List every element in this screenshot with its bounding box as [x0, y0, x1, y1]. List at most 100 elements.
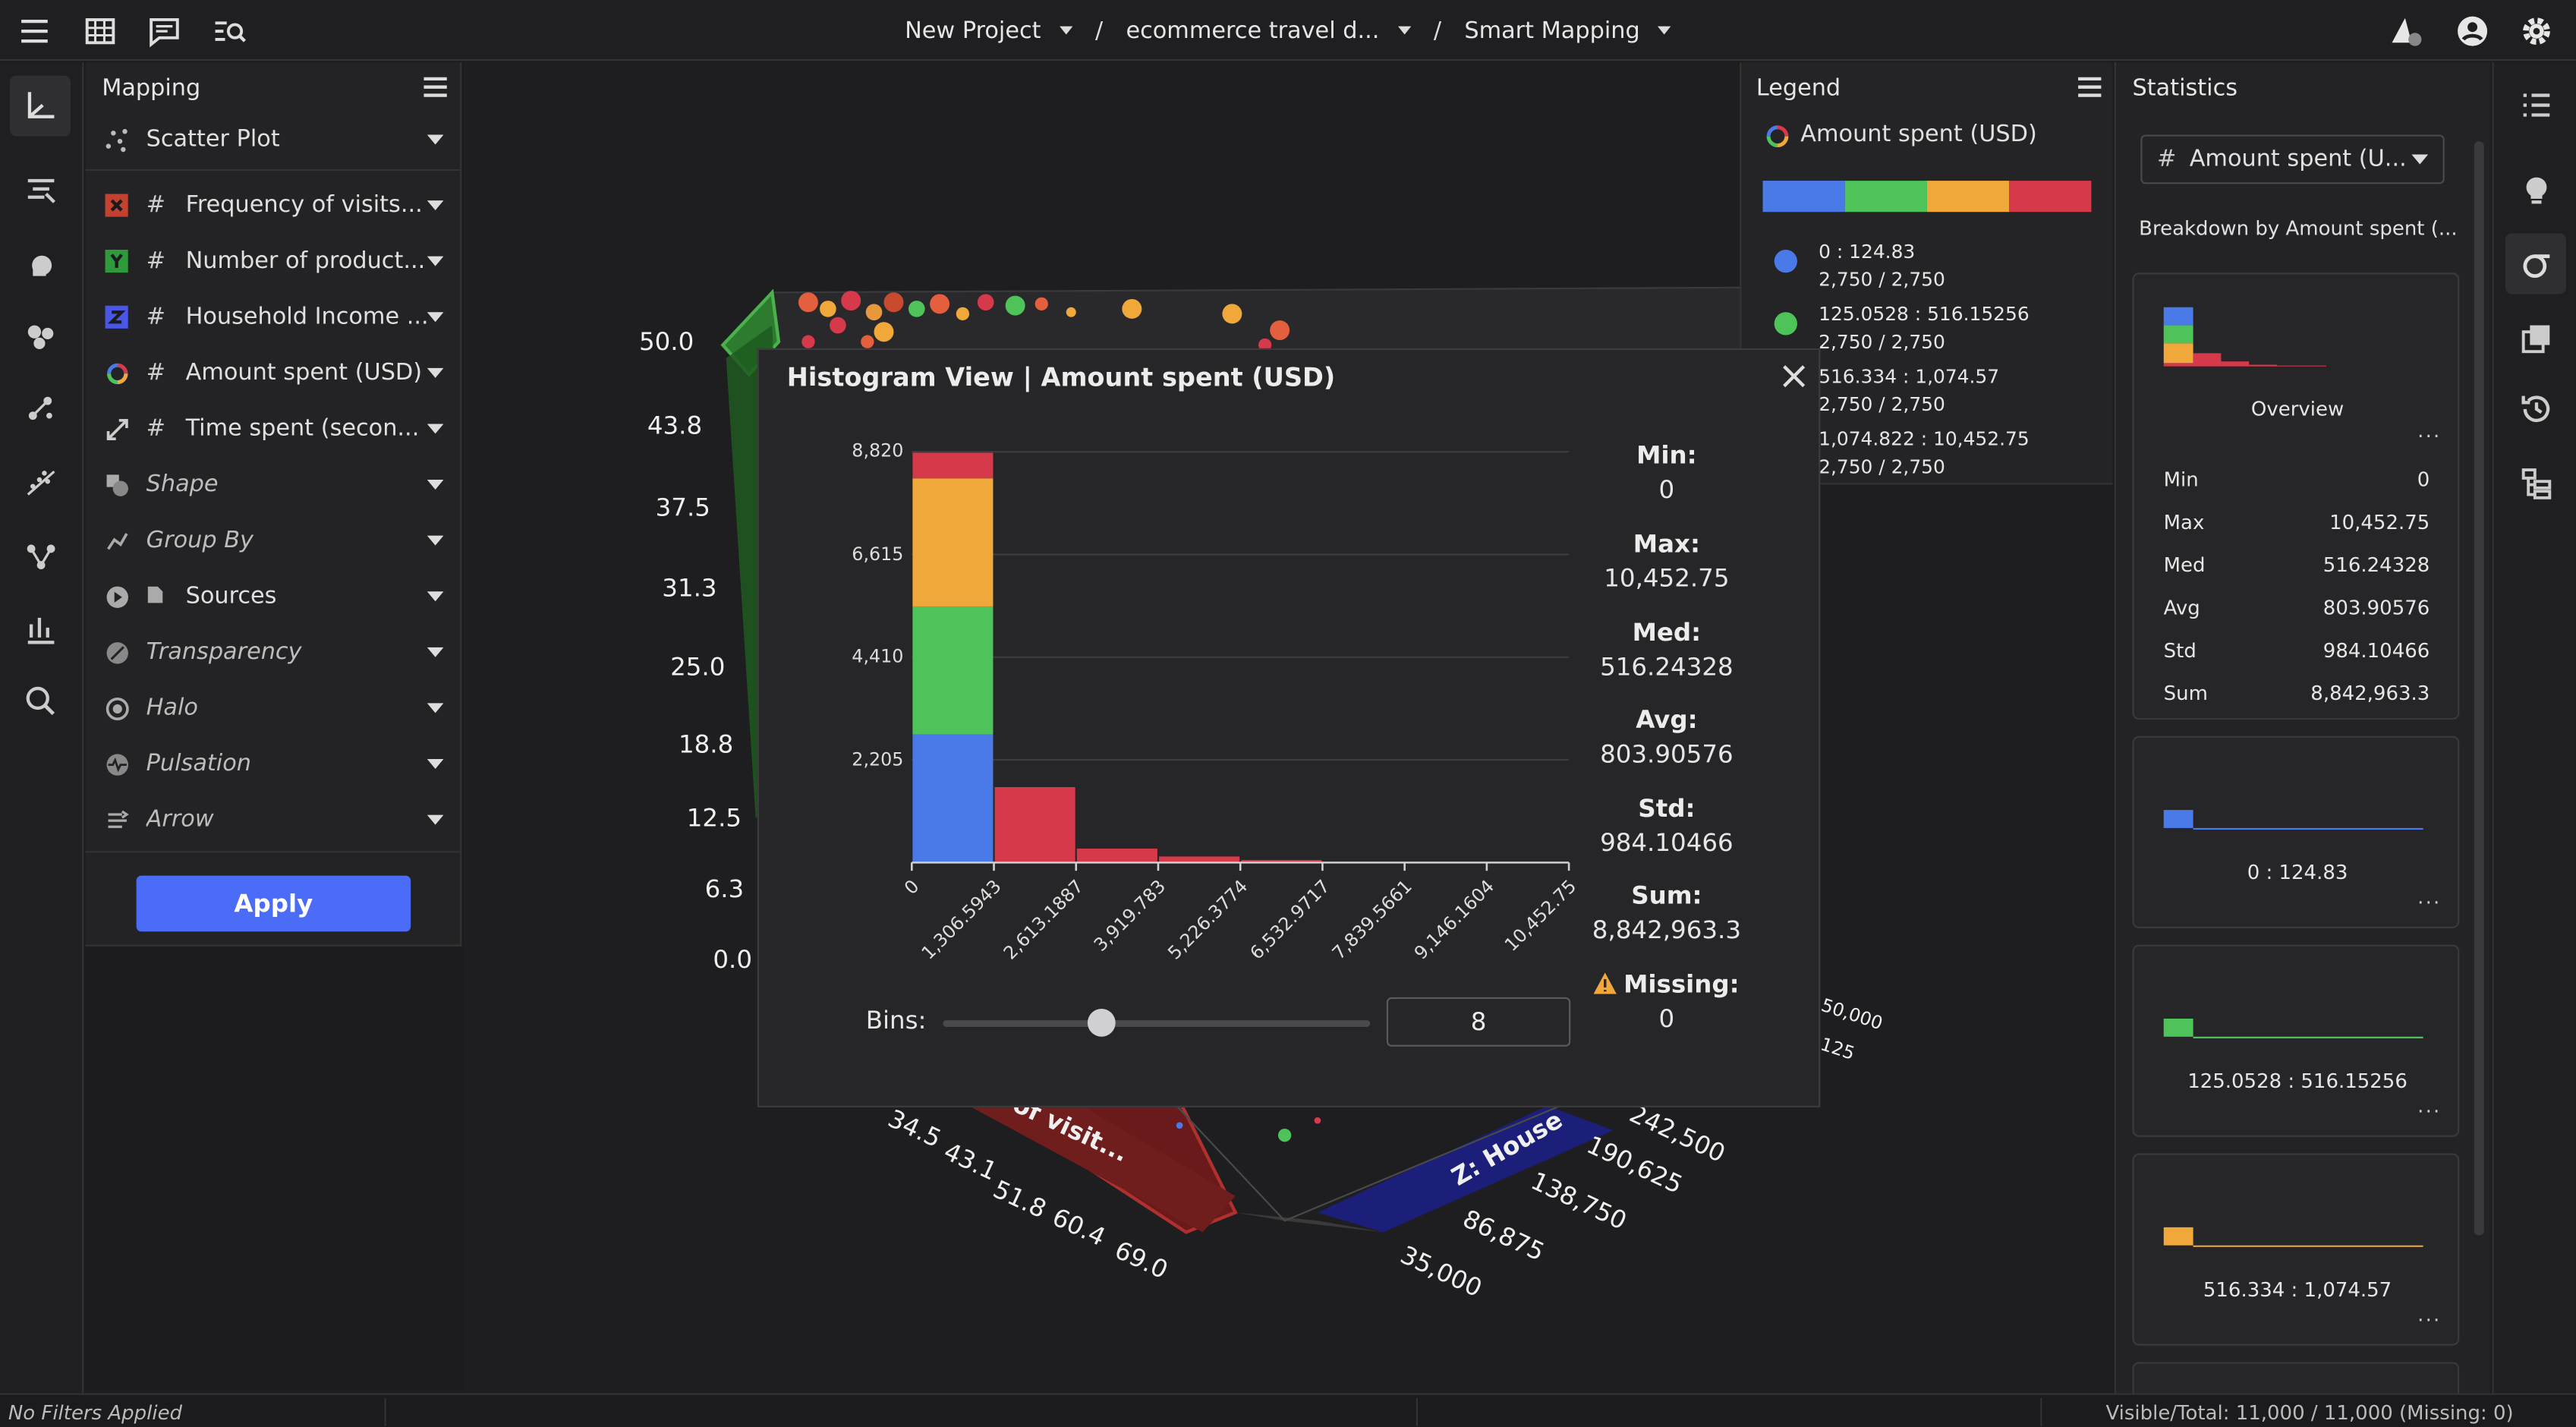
map-row-shape[interactable]: Shape	[99, 457, 450, 513]
y-tick: 18.8	[678, 729, 734, 759]
top-bar: New Project / ecommerce travel d... / Sm…	[0, 0, 2576, 61]
statistics-scrollbar[interactable]	[2474, 141, 2484, 1236]
chevron-down-icon[interactable]	[427, 758, 444, 769]
divider	[2040, 1397, 2042, 1426]
numeric-hash-icon: #	[146, 304, 166, 331]
numeric-hash-icon: #	[146, 415, 166, 443]
chevron-down-icon[interactable]	[427, 703, 444, 714]
hist-stat-max: Max: 10,452.75	[1604, 528, 1730, 594]
search-list-icon[interactable]	[212, 13, 248, 49]
chevron-down-icon[interactable]	[427, 424, 444, 434]
chevron-down-icon[interactable]	[427, 814, 444, 825]
chevron-down-icon[interactable]	[427, 200, 444, 211]
hamburger-menu-icon[interactable]	[17, 13, 53, 49]
map-row-label: Shape	[146, 471, 219, 498]
breadcrumb-project[interactable]: New Project	[905, 17, 1072, 43]
bin-card[interactable]: 516.334 : 1,074.57 ...	[2132, 1153, 2460, 1346]
breadcrumb-separator: /	[1433, 17, 1442, 44]
brain-insight-icon[interactable]	[23, 247, 59, 283]
play-icon	[103, 583, 130, 610]
sigma-statistics-icon[interactable]	[2518, 247, 2555, 283]
mapping-menu-icon[interactable]	[422, 76, 449, 99]
chevron-down-icon[interactable]	[427, 591, 444, 602]
bins-slider-handle[interactable]	[1087, 1009, 1116, 1037]
legend-item-range: 0 : 124.83	[1819, 240, 1916, 263]
left-tool-rail	[0, 62, 84, 1394]
hist-stat-min: Min: 0	[1636, 440, 1697, 505]
map-row-group-by[interactable]: Group By	[99, 512, 450, 569]
list-icon[interactable]	[2518, 87, 2555, 124]
map-row-size[interactable]: # Time spent (secon...	[99, 401, 450, 457]
breadcrumb-view[interactable]: Smart Mapping	[1464, 17, 1671, 43]
statistics-field-select[interactable]: # Amount spent (U...	[2140, 134, 2445, 184]
map-row-sources[interactable]: Sources	[99, 569, 450, 625]
map-row-z-axis[interactable]: # Household Income ...	[99, 289, 450, 345]
chevron-down-icon[interactable]	[427, 367, 444, 378]
chevron-down-icon[interactable]	[427, 312, 444, 323]
filter-list-icon[interactable]	[23, 172, 59, 209]
chevron-down-icon[interactable]	[427, 535, 444, 546]
notes-icon[interactable]	[146, 13, 183, 49]
map-row-label: Household Income ...	[185, 304, 427, 331]
clusters-icon[interactable]	[23, 319, 59, 355]
table-icon[interactable]	[82, 13, 118, 49]
more-options-icon[interactable]: ...	[2417, 418, 2442, 443]
chevron-down-icon[interactable]	[427, 480, 444, 490]
more-options-icon[interactable]: ...	[2417, 885, 2442, 909]
legend-menu-icon[interactable]	[2077, 76, 2103, 99]
statistics-title: Statistics	[2132, 75, 2238, 102]
apply-button[interactable]: Apply	[136, 875, 411, 932]
network-nodes-icon[interactable]	[23, 391, 59, 427]
more-options-icon[interactable]: ...	[2417, 1094, 2442, 1117]
bins-input[interactable]: 8	[1386, 997, 1571, 1047]
xai-icon[interactable]	[23, 611, 59, 647]
histogram-chart	[910, 451, 1570, 871]
lightbulb-icon[interactable]	[2518, 172, 2555, 209]
account-icon[interactable]	[2455, 13, 2491, 49]
legend-item[interactable]: 125.0528 : 516.15256 2,750 / 2,750	[1774, 301, 2030, 357]
map-row-y-axis[interactable]: # Number of product...	[99, 233, 450, 289]
histogram-bar-segment	[912, 734, 994, 863]
export-icon[interactable]	[2518, 320, 2555, 357]
graph-icon[interactable]	[23, 539, 59, 575]
map-row-color[interactable]: # Amount spent (USD)	[99, 345, 450, 402]
bin-card[interactable]: 0 : 124.83 ...	[2132, 736, 2460, 928]
map-row-halo[interactable]: Halo	[99, 680, 450, 736]
map-row-transparency[interactable]: Transparency	[99, 625, 450, 681]
search-icon[interactable]	[23, 683, 59, 720]
chevron-down-icon[interactable]	[427, 647, 444, 657]
arrow-icon	[103, 807, 130, 833]
legend-color-segment	[1844, 181, 1927, 213]
shapes-notification-icon[interactable]	[2389, 13, 2425, 49]
chevron-down-icon[interactable]	[427, 256, 444, 266]
histogram-bar-segment	[912, 452, 994, 479]
stat-row-min: Min 0	[2163, 468, 2430, 492]
overview-card[interactable]: Overview ... Min 0 Max 10,452.75 Med 516.24…	[2132, 272, 2460, 720]
scatter-icon	[103, 127, 130, 153]
map-row-label: Time spent (secon...	[185, 415, 420, 443]
group-by-icon	[103, 528, 130, 554]
map-row-plot-type[interactable]: Scatter Plot	[99, 112, 450, 168]
breadcrumb-dataset[interactable]: ecommerce travel d...	[1126, 17, 1411, 43]
legend-item[interactable]: 0 : 124.83 2,750 / 2,750	[1774, 238, 1945, 295]
axes-mapping-icon[interactable]	[23, 87, 59, 124]
settings-gear-icon[interactable]	[2518, 13, 2555, 49]
map-row-arrow[interactable]: Arrow	[99, 792, 450, 848]
history-icon[interactable]	[2518, 391, 2555, 427]
bin-card[interactable]: 125.0528 : 516.15256 ...	[2132, 944, 2460, 1137]
map-row-pulsation[interactable]: Pulsation	[99, 736, 450, 792]
legend-item-count: 2,750 / 2,750	[1819, 330, 1945, 354]
legend-item-count: 2,750 / 2,750	[1819, 455, 1945, 478]
map-row-x-axis[interactable]: # Frequency of visits...	[99, 178, 450, 234]
map-row-label: Group By	[146, 527, 254, 554]
scatter-trend-icon[interactable]	[23, 465, 59, 502]
y-tick-label: 4,410	[852, 645, 904, 667]
statistics-panel: Statistics # Amount spent (U... Breakdow…	[2114, 62, 2491, 1412]
bins-slider-track[interactable]	[943, 1020, 1371, 1027]
more-options-icon[interactable]: ...	[2417, 1303, 2442, 1326]
hierarchy-icon[interactable]	[2518, 465, 2555, 502]
close-icon[interactable]	[1781, 363, 1807, 389]
chevron-down-icon[interactable]	[427, 134, 444, 145]
halo-icon	[103, 695, 130, 722]
histogram-bar-segment	[1159, 856, 1240, 863]
